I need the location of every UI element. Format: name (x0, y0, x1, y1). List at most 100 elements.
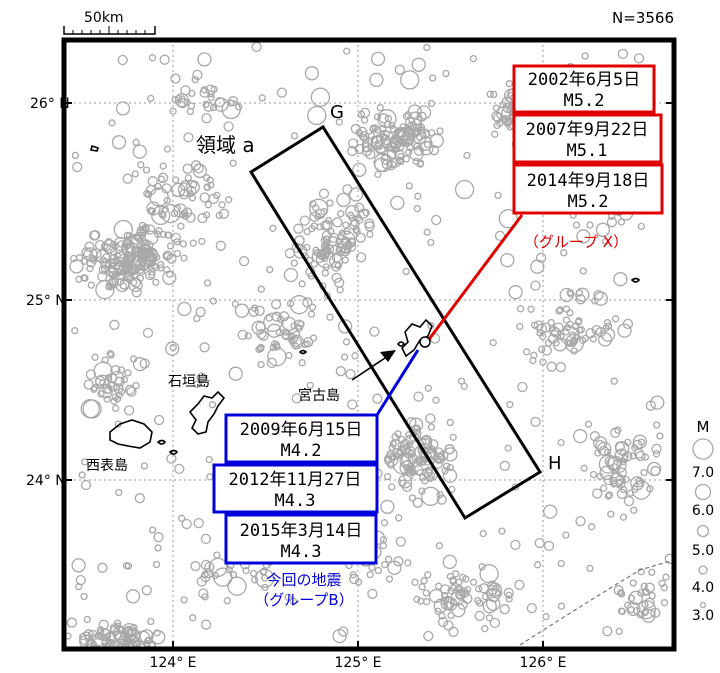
epicenter-circle (266, 357, 278, 369)
epicenter-circle (126, 274, 135, 282)
epicenter-circle (441, 467, 449, 475)
epicenter-circle (71, 558, 86, 573)
epicenter-circle (646, 485, 654, 493)
lon-label-124: 124° E (149, 655, 196, 671)
group-x-mag-1: M5.2 (564, 91, 605, 111)
epicenter-circle (589, 431, 601, 442)
epicenter-circle (162, 270, 177, 285)
epicenter-circle (405, 138, 414, 146)
iriomote-island (109, 419, 153, 449)
epicenter-circle (134, 493, 145, 504)
epicenter-circle (435, 453, 446, 464)
epicenter-circle (611, 315, 620, 323)
epicenter-circle (614, 441, 625, 452)
epicenter-circle (401, 481, 413, 493)
epicenter-circle (535, 252, 547, 264)
epicenter-circle (94, 239, 106, 251)
epicenter-circle (209, 103, 218, 112)
epicenter-circle (411, 578, 419, 586)
epicenter-circle (109, 248, 118, 256)
epicenter-circle (527, 305, 535, 313)
epicenter-circle (384, 555, 393, 563)
epicenter-circle (72, 161, 83, 173)
epicenter-circle (420, 447, 435, 463)
epicenter-circle (347, 399, 358, 410)
epicenter-circle (481, 625, 489, 633)
epicenter-circle (354, 214, 363, 222)
lat-label-26: 26° N (30, 96, 70, 112)
epicenter-circle (170, 73, 181, 84)
epicenter-circle (199, 87, 210, 98)
epicenter-circle (193, 314, 201, 323)
epicenter-circle (586, 564, 594, 573)
epicenter-circle (380, 499, 395, 514)
epicenter-circle (189, 239, 197, 247)
epicenter-circle (463, 586, 472, 594)
epicenter-circle (617, 323, 632, 338)
epicenter-circle (581, 334, 589, 343)
epicenter-circle (137, 268, 146, 276)
epicenter-circle (606, 456, 621, 471)
epicenter-circle (132, 381, 140, 390)
epicenter-circle (154, 182, 162, 191)
epicenter-circle (409, 468, 417, 476)
epicenter-circle (101, 356, 109, 364)
epicenter-circle (394, 148, 405, 160)
epicenter-circle (489, 617, 501, 629)
epicenter-circle (347, 145, 358, 157)
epicenter-circle (89, 230, 100, 241)
epicenter-circle (166, 242, 175, 250)
epicenter-circle (449, 433, 457, 441)
epicenter-circle (516, 322, 524, 331)
epicenter-circle (123, 638, 131, 646)
lon-label-125: 125° E (334, 655, 381, 671)
epicenter-circle (131, 287, 142, 298)
epicenter-circle (171, 96, 179, 104)
epicenter-circle (660, 599, 669, 607)
epicenter-circle (562, 531, 570, 539)
epicenter-circle (177, 222, 185, 230)
epicenter-circle (203, 183, 211, 191)
epicenter-circle (196, 576, 207, 587)
epicenter-circle (401, 452, 416, 467)
epicenter-circle (412, 497, 423, 508)
epicenter-circle (575, 326, 584, 334)
epicenter-circle (616, 467, 627, 478)
epicenter-circle (179, 240, 187, 248)
epicenter-circle (93, 361, 113, 381)
epicenter-circle (169, 107, 177, 115)
epicenter-circle (315, 208, 326, 219)
epicenter-circle (394, 64, 405, 75)
group-b-box-2: 2012年11月27日 M4.3 (212, 463, 379, 514)
epicenter-circle (127, 658, 133, 664)
group-b-mag-3: M4.3 (281, 542, 322, 562)
epicenter-circle (494, 191, 502, 200)
epicenter-circle (110, 271, 126, 286)
epicenter-circle (566, 309, 574, 317)
epicenter-circle (503, 119, 512, 128)
epicenter-circle (423, 228, 431, 236)
epicenter-circle (91, 353, 99, 361)
epicenter-circle (223, 121, 234, 132)
epicenter-circle (443, 620, 454, 631)
epicenter-circle (349, 573, 360, 585)
epicenter-circle (248, 306, 259, 317)
epicenter-circle (413, 595, 421, 603)
epicenter-circle (479, 529, 487, 538)
group-b-connector (375, 349, 420, 416)
epicenter-circle (350, 123, 362, 135)
epicenter-circle (298, 280, 306, 288)
epicenter-circle (628, 590, 644, 605)
epicenter-circle (374, 170, 382, 179)
epicenter-circle (352, 162, 367, 178)
epicenter-circle (142, 247, 157, 262)
legend-symbol-7 (692, 438, 714, 460)
epicenter-circle (543, 504, 558, 519)
epicenter-circle (132, 144, 147, 159)
epicenter-circle (486, 90, 494, 98)
epicenter-circle (631, 485, 639, 493)
epicenter-circle (366, 230, 374, 238)
lon-label-126: 126° E (519, 655, 566, 671)
epicenter-circle (530, 416, 541, 428)
epicenter-circle (183, 98, 191, 107)
